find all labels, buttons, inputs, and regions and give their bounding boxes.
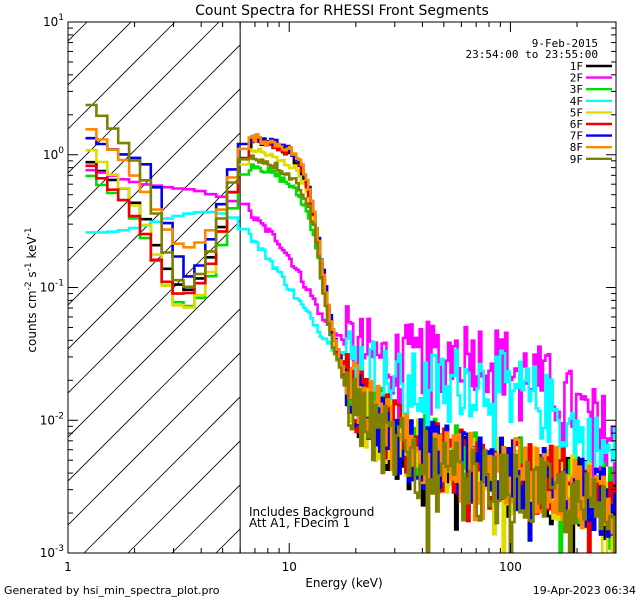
- y-tick-label: 10-1: [40, 279, 64, 295]
- hatch-line: [83, 396, 241, 553]
- footer-timestamp: 19-Apr-2023 06:34: [533, 584, 636, 597]
- legend-label-9F: 9F: [570, 153, 583, 166]
- hatch-line: [68, 264, 241, 438]
- y-axis-label: counts cm-2 s-1 keV-1: [24, 227, 39, 352]
- footer-generator: Generated by hsi_min_spectra_plot.pro: [4, 584, 220, 597]
- hatch-line: [68, 88, 241, 262]
- legend-label-1F: 1F: [570, 60, 583, 73]
- legend-label-3F: 3F: [570, 83, 583, 96]
- legend-label-8F: 8F: [570, 141, 583, 154]
- series-line-9F: [85, 103, 616, 553]
- y-tick-label: 101: [43, 13, 64, 29]
- y-tick-label: 100: [43, 146, 64, 162]
- legend-label-4F: 4F: [570, 95, 583, 108]
- hatch-line: [68, 22, 220, 174]
- hatch-line: [68, 176, 241, 350]
- x-tick-label: 1: [64, 560, 72, 574]
- x-axis-label: Energy (keV): [305, 576, 382, 590]
- date-label: 9-Feb-2015: [532, 37, 598, 50]
- y-tick-label: 10-3: [40, 544, 64, 560]
- x-axis: 1 10 100: [64, 22, 617, 574]
- series-layer: [85, 103, 616, 553]
- x-tick-label: 100: [499, 560, 522, 574]
- hatch-line: [127, 440, 241, 553]
- series-line-2F: [85, 168, 616, 485]
- hatch-line: [68, 22, 176, 130]
- series-line-4F: [85, 210, 616, 502]
- x-tick-label: 10: [282, 560, 297, 574]
- chart-title: Count Spectra for RHESSI Front Segments: [195, 3, 489, 19]
- annotation-background: Includes Background: [249, 505, 374, 519]
- legend-label-5F: 5F: [570, 106, 583, 119]
- y-axis: 10-3 10-2 10-1 100 101: [40, 13, 616, 560]
- time-range-label: 23:54:00 to 23:55:00: [466, 48, 598, 61]
- legend-label-2F: 2F: [570, 72, 583, 85]
- hatch-line: [68, 352, 241, 526]
- hatch-line: [68, 44, 241, 218]
- hatch-line: [68, 308, 241, 482]
- annotation-attenuator: Att A1, FDecim 1: [249, 516, 350, 530]
- legend-label-7F: 7F: [570, 130, 583, 143]
- y-tick-label: 10-2: [40, 411, 64, 427]
- legend-label-6F: 6F: [570, 118, 583, 131]
- hatch-line: [68, 132, 241, 306]
